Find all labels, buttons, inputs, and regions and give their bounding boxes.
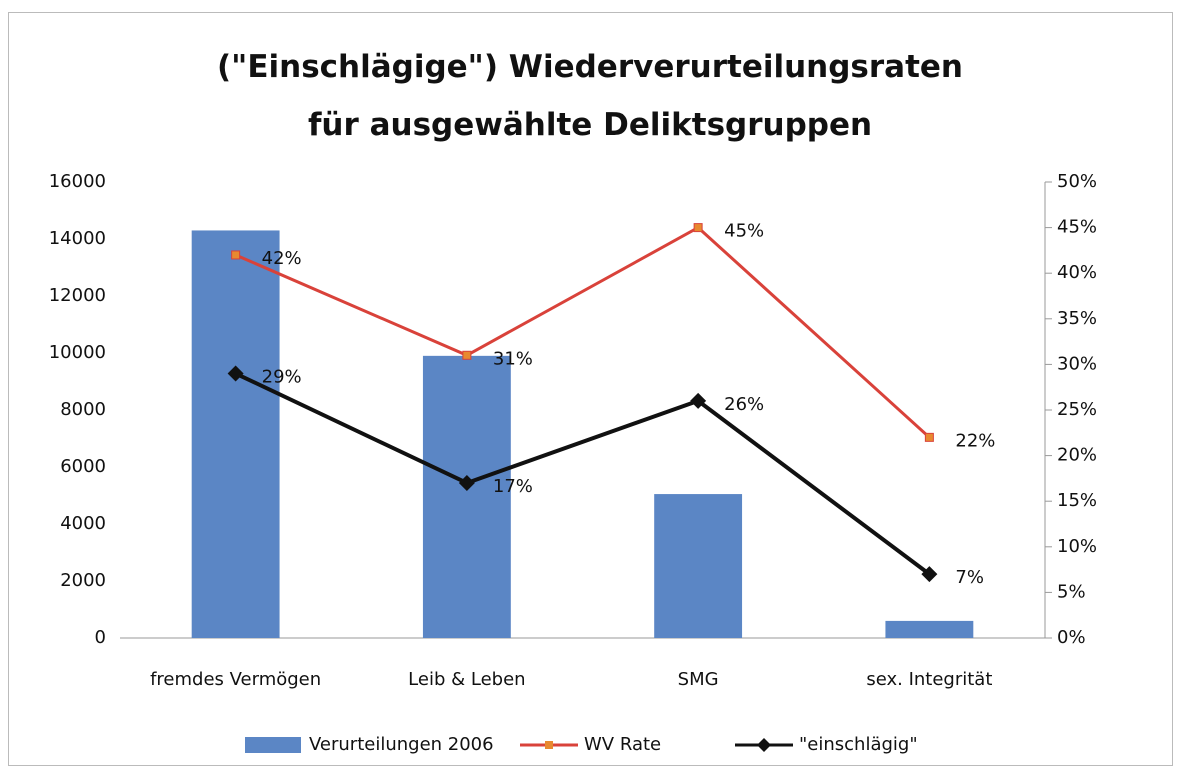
y-tick-label: 6000 [60,456,106,477]
data-label: 17% [493,476,533,497]
y2-tick-label: 40% [1057,262,1097,283]
chart-title: ("Einschlägige") Wiederverurteilungsrate… [217,49,963,143]
bar [654,494,743,638]
y2-tick-label: 45% [1057,217,1097,238]
x-tick-label: SMG [678,669,719,690]
legend-label: WV Rate [584,734,661,755]
marker [227,365,244,382]
y2-tick-label: 10% [1057,536,1097,557]
data-label: 31% [493,348,533,369]
marker [921,566,938,583]
data-label: 45% [724,221,764,242]
y-tick-label: 12000 [49,285,106,306]
y-tick-label: 10000 [49,342,106,363]
y2-tick-label: 20% [1057,445,1097,466]
y2-tick-label: 0% [1057,627,1086,648]
line [234,371,931,576]
bar [422,355,511,638]
marker [924,432,934,442]
legend-label: "einschlägig" [799,734,918,755]
y-tick-label: 16000 [49,171,106,192]
legend-marker [545,741,553,749]
y2-tick-label: 25% [1057,399,1097,420]
data-label: 7% [955,567,984,588]
marker [231,250,241,260]
marker [462,350,472,360]
y-tick-label: 8000 [60,399,106,420]
bar [885,620,974,638]
data-label: 26% [724,394,764,415]
marker [690,392,707,409]
y-tick-label: 2000 [60,570,106,591]
x-tick-label: fremdes Vermögen [150,669,321,690]
x-tick-label: Leib & Leben [408,669,525,690]
y2-tick-label: 35% [1057,308,1097,329]
legend-swatch [245,737,301,753]
legend-label: Verurteilungen 2006 [309,734,494,755]
data-label: 42% [262,248,302,269]
data-label: 29% [262,367,302,388]
x-tick-label: sex. Integrität [866,669,992,690]
y-tick-label: 4000 [60,513,106,534]
y2-tick-label: 50% [1057,171,1097,192]
y2-tick-label: 30% [1057,353,1097,374]
data-label: 22% [955,430,995,451]
line [235,225,931,439]
bar [191,230,280,638]
y2-tick-label: 15% [1057,490,1097,511]
legend-marker [757,738,771,752]
y-tick-label: 0 [95,627,106,648]
marker [693,223,703,233]
chart-frame [8,12,1173,766]
marker [458,474,475,491]
y-tick-label: 14000 [49,228,106,249]
y2-tick-label: 5% [1057,581,1086,602]
